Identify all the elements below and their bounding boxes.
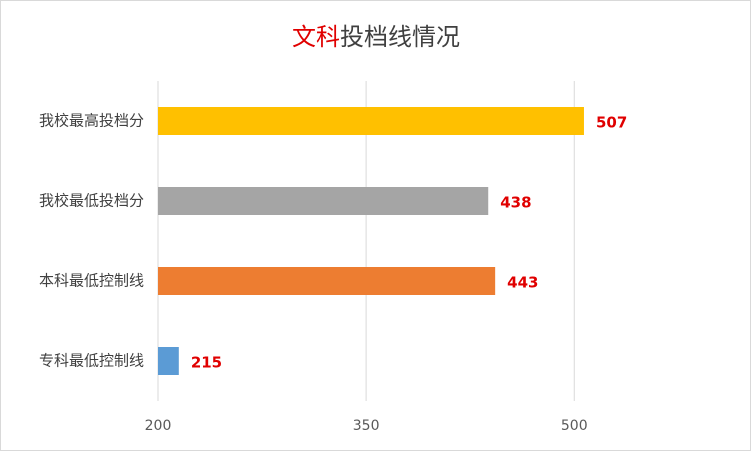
bar [158, 347, 179, 375]
y-tick-label: 我校最高投档分 [39, 112, 144, 130]
value-label: 215 [191, 354, 222, 372]
value-label: 438 [500, 194, 531, 212]
y-tick-label: 专科最低控制线 [39, 352, 144, 370]
bar [158, 187, 489, 215]
value-label: 443 [507, 274, 538, 292]
x-tick-label: 200 [145, 418, 172, 434]
value-label: 507 [596, 114, 627, 132]
x-tick-label: 350 [353, 418, 380, 434]
y-tick-label: 我校最低投档分 [39, 192, 144, 210]
title-part: 投档线情况 [340, 23, 460, 51]
x-tick-label: 500 [561, 418, 588, 434]
chart-title: 文科投档线情况 [292, 23, 460, 51]
y-tick-label: 本科最低控制线 [39, 272, 144, 290]
bar [158, 107, 584, 135]
title-part: 文科 [292, 23, 340, 51]
bar [158, 267, 496, 295]
